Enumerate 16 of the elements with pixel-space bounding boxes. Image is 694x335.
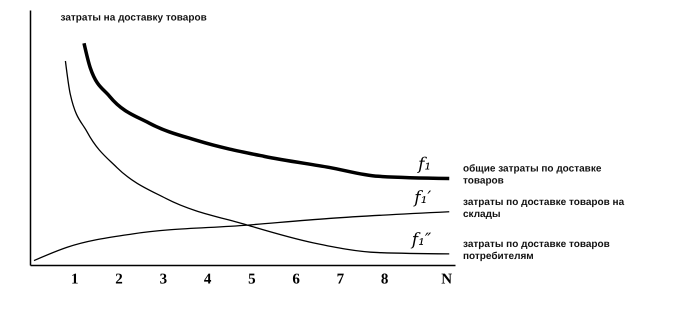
text: затраты по доставке товаров на склады [463,196,625,220]
text: затраты по доставке товаров потребителям [463,238,610,262]
x-tick-label: 1 [71,272,79,288]
y-axis-title: затраты на доставку товаров [60,12,207,24]
series-label: f₁ [416,154,432,175]
text: общие затраты по доставке товаров [463,164,602,187]
x-tick-label: 8 [380,272,388,288]
x-tick-label: 4 [204,272,212,288]
x-tick-label: N [441,272,452,288]
x-tick-label: 5 [248,272,256,288]
x-tick-label: 3 [160,272,168,288]
x-tick-label: 2 [115,272,123,288]
series-label: f₁″ [410,230,432,250]
series-label: f₁′ [412,188,432,208]
x-tick-label: 6 [292,272,300,288]
x-tick-label: 7 [336,272,345,288]
